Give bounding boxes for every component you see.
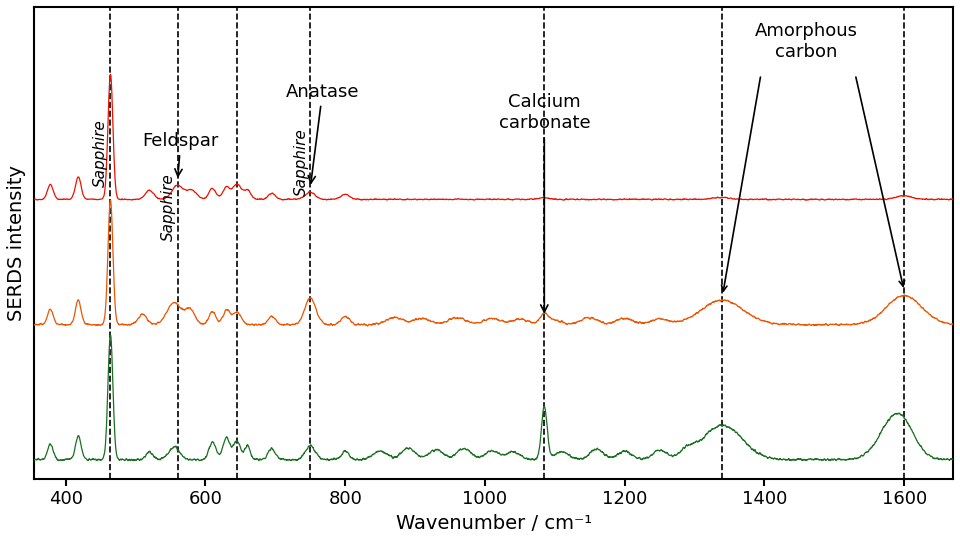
X-axis label: Wavenumber / cm⁻¹: Wavenumber / cm⁻¹ xyxy=(396,514,591,533)
Text: Calcium
carbonate: Calcium carbonate xyxy=(498,93,590,312)
Text: Sapphire: Sapphire xyxy=(160,173,176,241)
Text: Amorphous
carbon: Amorphous carbon xyxy=(755,22,858,61)
Text: Anatase: Anatase xyxy=(286,83,359,183)
Text: Feldspar: Feldspar xyxy=(143,132,219,176)
Text: Sapphire: Sapphire xyxy=(294,129,309,196)
Text: Sapphire: Sapphire xyxy=(93,119,108,187)
Y-axis label: SERDS intensity: SERDS intensity xyxy=(7,165,26,321)
Text: Quartz: Quartz xyxy=(0,539,1,540)
